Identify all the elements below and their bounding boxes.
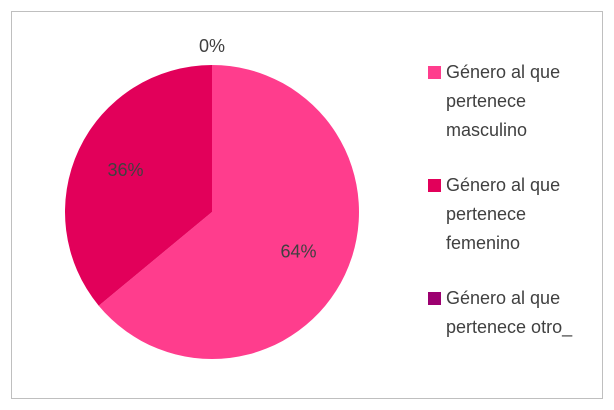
pie-slice	[98, 65, 359, 360]
legend-item: Género al que pertenece masculino	[428, 58, 588, 171]
legend: Género al que pertenece masculino Género …	[428, 58, 588, 397]
data-label: 36%	[108, 160, 144, 180]
legend-swatch	[428, 292, 441, 305]
legend-item: Género al que pertenece otro_	[428, 284, 588, 397]
legend-swatch	[428, 66, 441, 79]
data-label: 64%	[280, 241, 316, 261]
legend-label: Género al que pertenece otro_	[446, 288, 573, 337]
legend-label: Género al que pertenece femenino	[446, 175, 561, 253]
pie-slice	[64, 64, 212, 306]
legend-item: Género al que pertenece femenino	[428, 171, 588, 284]
data-label: 0%	[199, 36, 225, 56]
legend-swatch	[428, 179, 441, 192]
legend-label: Género al que pertenece masculino	[446, 62, 561, 140]
